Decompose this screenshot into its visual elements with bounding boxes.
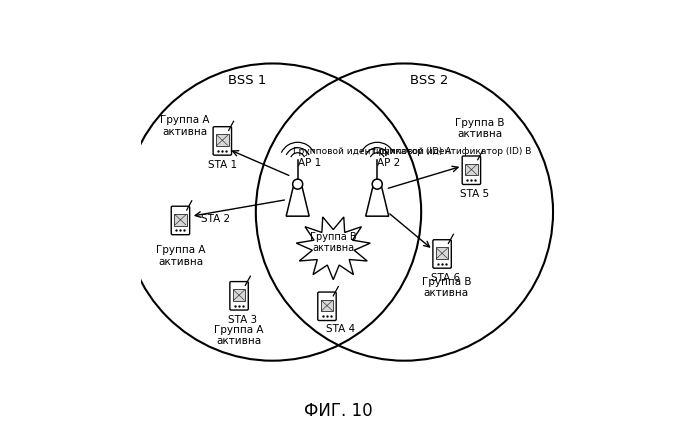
Text: STA 6: STA 6 — [431, 273, 460, 283]
Text: STA 1: STA 1 — [208, 160, 237, 170]
Text: Группа A
активна: Группа A активна — [214, 325, 264, 346]
FancyBboxPatch shape — [318, 292, 336, 320]
Text: STA 5: STA 5 — [460, 190, 489, 199]
Text: Группа B
активна: Группа B активна — [310, 232, 356, 253]
Text: Групповой идентификатор (ID) B: Групповой идентификатор (ID) B — [373, 147, 531, 156]
Circle shape — [293, 179, 302, 189]
Bar — [216, 134, 228, 146]
Bar — [466, 164, 477, 176]
FancyBboxPatch shape — [213, 127, 232, 155]
Text: STA 3: STA 3 — [228, 315, 257, 325]
Text: AP 2: AP 2 — [377, 158, 400, 168]
Text: ФИГ. 10: ФИГ. 10 — [304, 402, 372, 420]
Polygon shape — [286, 184, 309, 216]
Text: AP 1: AP 1 — [298, 158, 321, 168]
Circle shape — [372, 179, 382, 189]
Text: Группа B
активна: Группа B активна — [421, 277, 471, 298]
Text: STA 2: STA 2 — [201, 214, 230, 224]
Text: BSS 1: BSS 1 — [228, 74, 267, 87]
Polygon shape — [296, 217, 370, 280]
FancyBboxPatch shape — [462, 156, 481, 184]
Bar — [436, 247, 448, 259]
Bar — [174, 214, 187, 226]
Polygon shape — [365, 184, 389, 216]
Text: Групповой идентификатор (ID) A: Групповой идентификатор (ID) A — [293, 147, 452, 156]
Text: Группа A
активна: Группа A активна — [155, 245, 205, 267]
FancyBboxPatch shape — [172, 206, 190, 235]
Bar — [321, 300, 333, 312]
FancyBboxPatch shape — [433, 240, 452, 268]
Text: Группа A
активна: Группа A активна — [160, 116, 209, 137]
FancyBboxPatch shape — [230, 282, 248, 310]
Text: Группа B
активна: Группа B активна — [455, 118, 505, 139]
Bar — [233, 289, 245, 301]
Text: BSS 2: BSS 2 — [410, 74, 449, 87]
Text: STA 4: STA 4 — [326, 324, 355, 334]
